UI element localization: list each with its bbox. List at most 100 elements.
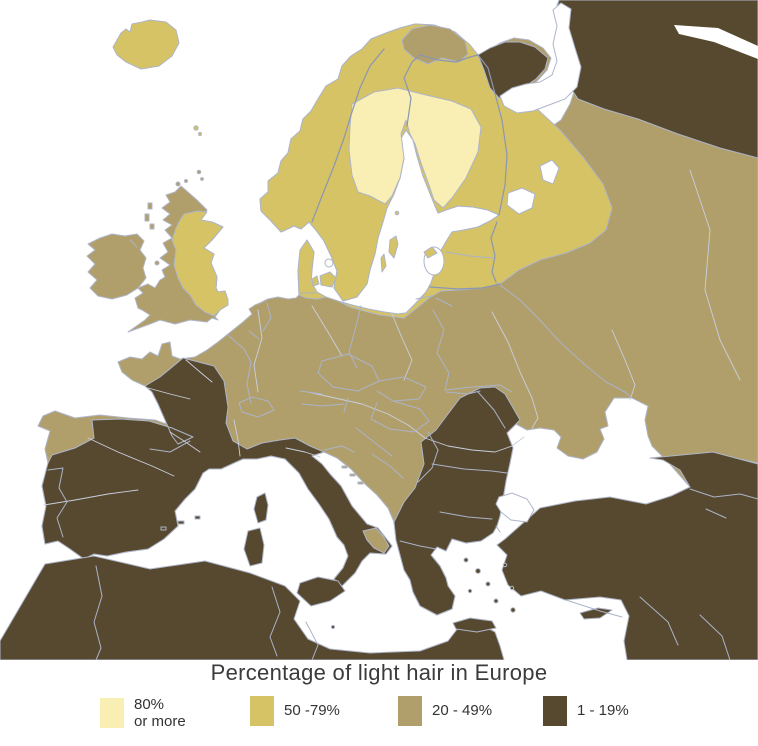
legend-swatch-1-19	[543, 696, 567, 726]
border-by-ua	[444, 384, 513, 393]
map-canvas	[0, 0, 758, 660]
map-title: Percentage of light hair in Europe	[210, 660, 548, 685]
region-north-africa	[0, 555, 505, 660]
legend-item-1-19: 1 - 19%	[543, 696, 629, 726]
border-ee-lv	[445, 251, 494, 259]
border-lt-ru	[415, 295, 453, 307]
hebrides-2	[144, 213, 150, 222]
border-hu	[370, 400, 430, 433]
legend-swatch-50-79	[250, 696, 274, 726]
border-dz-tn	[269, 586, 281, 657]
island-oland	[380, 253, 387, 273]
border-no-se	[311, 48, 385, 223]
border-fr-be	[227, 334, 252, 363]
legend-label-20-49: 20 - 49%	[432, 702, 493, 720]
aegean-island	[463, 557, 469, 563]
legend-swatch-80-or-more	[100, 698, 124, 729]
faroe-islands-2	[197, 131, 203, 137]
border-ua-ro	[445, 390, 481, 395]
arctic-white-wedge	[674, 25, 758, 59]
orkney-islands-2	[184, 179, 188, 183]
legend-label-line1: 80%	[134, 696, 165, 713]
region-france-iberia-italy	[41, 357, 393, 587]
isle-of-man	[154, 260, 160, 266]
hebrides-3	[149, 223, 155, 230]
border-de-nl	[262, 302, 272, 332]
border-pl-east	[432, 309, 450, 391]
legend-label-1-19: 1 - 19%	[577, 702, 629, 720]
border-rs	[417, 431, 439, 483]
border-by-ru	[495, 281, 539, 319]
border-se-fi	[403, 54, 421, 127]
legend: 80% or more 50 -79% 20 - 49% 1 - 19%	[0, 692, 758, 744]
border-hr-ba	[355, 427, 393, 457]
national-borders-group	[311, 48, 508, 290]
border-ch	[238, 396, 275, 418]
border-be-nl	[248, 330, 260, 340]
internal-borders-group	[47, 239, 758, 660]
island-cyprus	[579, 607, 613, 620]
river-garonne	[169, 431, 201, 453]
region-denmark	[297, 239, 327, 300]
region-iceland	[112, 19, 180, 70]
river-ebro	[87, 437, 175, 477]
border-tr-sy	[565, 596, 731, 660]
region-eastern-britain	[171, 210, 229, 317]
island-funen	[311, 275, 320, 287]
shetland-islands	[196, 169, 202, 175]
river-danube	[307, 391, 525, 453]
lake-onega	[539, 159, 560, 185]
lake-vanern	[324, 258, 334, 268]
island-crete	[452, 617, 497, 633]
croatian-islands-2	[349, 473, 356, 477]
island-corsica	[253, 492, 269, 524]
legend-label-80-or-more: 80% or more	[134, 696, 186, 731]
sea-of-marmara	[495, 492, 535, 523]
faroe-islands	[193, 125, 199, 131]
legend-item-50-79: 50 -79%	[250, 696, 340, 726]
hebrides	[147, 202, 153, 210]
border-md	[477, 391, 506, 429]
island-malta	[330, 624, 336, 630]
border-es-fr	[149, 440, 191, 453]
river-po	[285, 447, 321, 458]
orkney-islands	[175, 181, 181, 187]
river-volga	[689, 169, 741, 381]
river-rhone	[233, 419, 241, 457]
river-don	[611, 329, 636, 401]
aegean-island-4	[467, 588, 473, 594]
border-de-pl	[348, 305, 362, 369]
aland-islands	[394, 210, 400, 216]
border-si-hr	[323, 445, 355, 453]
island-rhodes	[510, 607, 516, 613]
border-sk	[376, 376, 427, 402]
legend-item-20-49: 20 - 49%	[398, 696, 492, 726]
aegean-island-3	[485, 581, 491, 587]
aegean-island-5	[493, 598, 499, 604]
river-tagus	[43, 489, 139, 506]
border-ie-uk	[129, 239, 138, 248]
legend-label-50-79: 50 -79%	[284, 702, 340, 720]
border-fr-de	[246, 361, 252, 404]
aegean-island-7	[509, 585, 515, 591]
europe-map	[0, 0, 758, 660]
aegean-island-6	[502, 562, 508, 568]
border-ba-rs	[371, 453, 404, 479]
river-seine	[185, 359, 213, 383]
legend-swatch-20-49	[398, 696, 422, 726]
border-ua-ru	[537, 317, 633, 399]
border-es-pt	[47, 467, 68, 538]
border-de-at	[299, 390, 349, 413]
island-sicily	[296, 576, 346, 607]
legend-item-80-or-more: 80% or more	[100, 696, 186, 731]
croatian-islands	[341, 465, 348, 469]
croatian-islands-3	[357, 481, 364, 485]
border-fi-ru	[477, 54, 508, 216]
border-ma-dz	[93, 565, 103, 660]
border-caucasus	[689, 488, 758, 519]
border-ee-ru	[490, 221, 498, 283]
border-cz	[317, 353, 380, 392]
balearic-islands-2	[177, 520, 185, 525]
legend-label-line2: or more	[134, 713, 186, 731]
white-sea-group	[499, 2, 758, 114]
